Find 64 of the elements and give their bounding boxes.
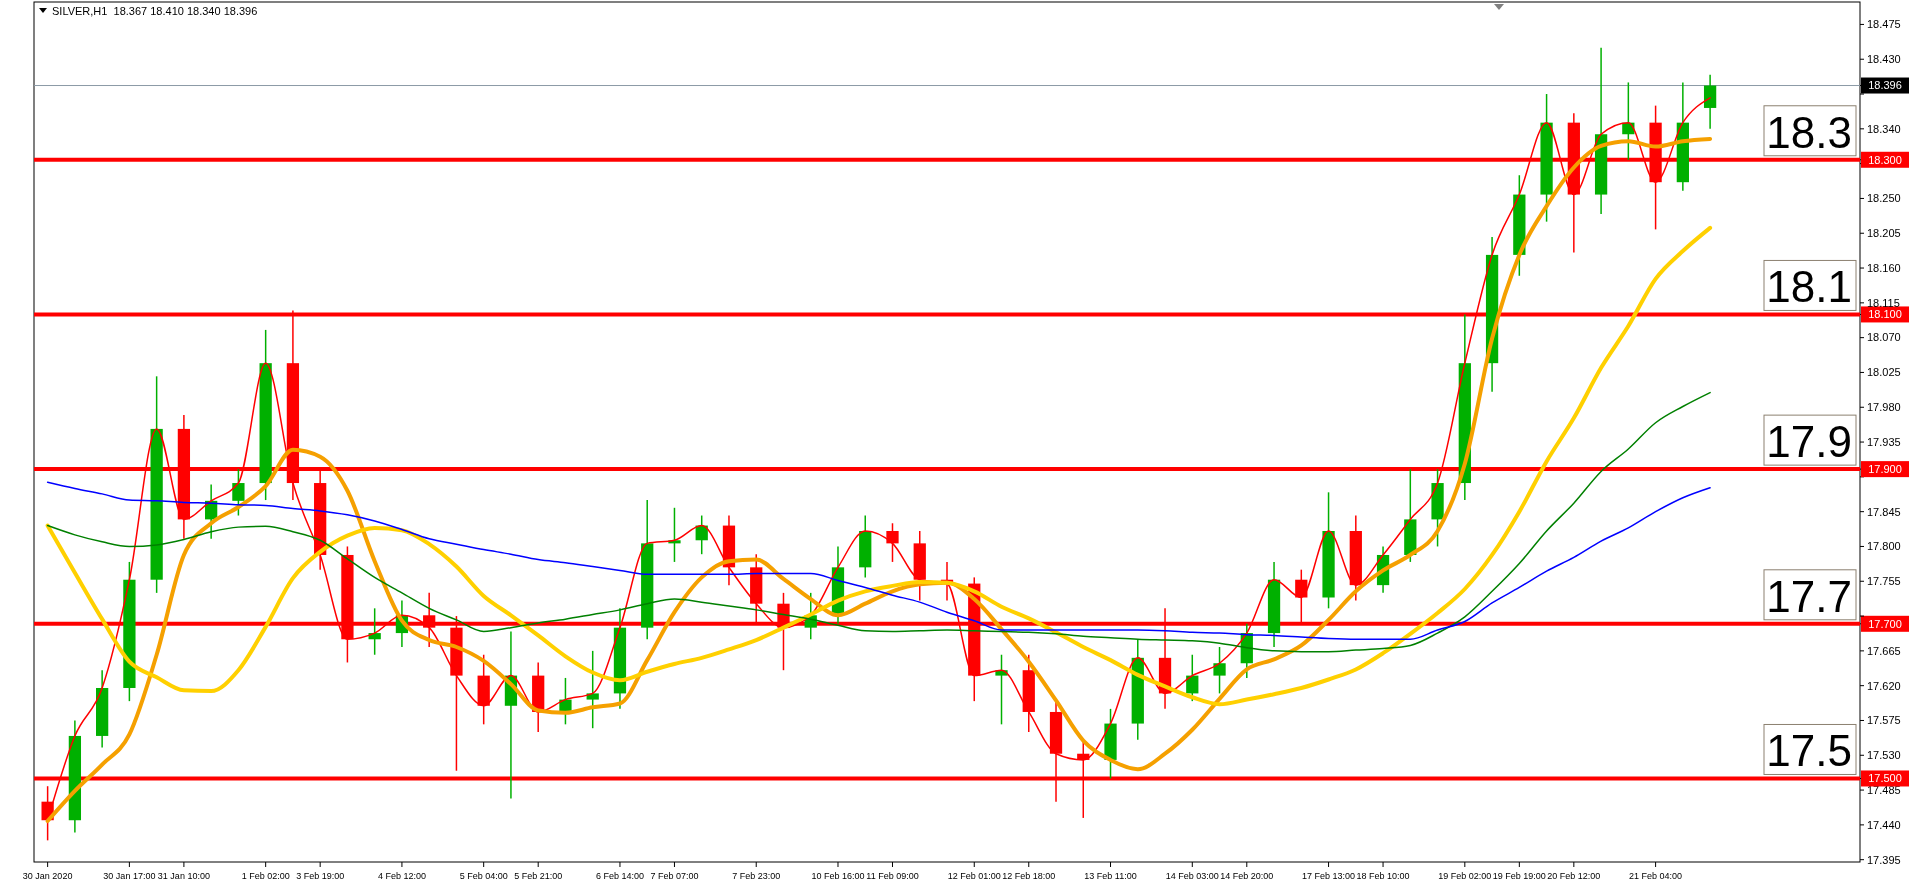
- x-tick-label: 5 Feb 21:00: [514, 871, 563, 881]
- y-tick-label: 18.205: [1867, 227, 1901, 240]
- x-tick-label: 31 Jan 10:00: [157, 871, 210, 881]
- x-tick-label: 19 Feb 02:00: [1438, 871, 1492, 881]
- y-tick-label: 18.025: [1867, 366, 1901, 379]
- y-tick-label: 18.475: [1867, 18, 1901, 31]
- x-tick-label: 5 Feb 04:00: [459, 871, 508, 881]
- y-tick-label: 18.340: [1867, 122, 1901, 135]
- x-tick-label: 10 Feb 16:00: [811, 871, 865, 881]
- candlestick: [586, 650, 599, 729]
- y-tick-label: 17.575: [1867, 714, 1901, 727]
- y-tick-label: 17.845: [1867, 505, 1901, 518]
- ref-line-label: 17.5: [1766, 726, 1852, 776]
- x-tick-label: 12 Feb 01:00: [947, 871, 1001, 881]
- y-tick-label: 17.485: [1867, 783, 1901, 796]
- y-tick-label: 17.980: [1867, 401, 1901, 414]
- x-tick-label: 1 Feb 02:00: [241, 871, 290, 881]
- ref-line-label: 18.3: [1766, 107, 1852, 157]
- x-tick-label: 30 Jan 17:00: [103, 871, 156, 881]
- y-tick-label: 18.250: [1867, 192, 1901, 205]
- x-tick-label: 7 Feb 23:00: [732, 871, 781, 881]
- y-tick-label: 18.430: [1867, 53, 1901, 66]
- y-tick-label: 17.620: [1867, 679, 1901, 692]
- x-tick-label: 7 Feb 07:00: [650, 871, 699, 881]
- x-tick-label: 14 Feb 20:00: [1220, 871, 1274, 881]
- x-tick-label: 11 Feb 09:00: [866, 871, 919, 881]
- chart-title: SILVER,H1 18.367 18.410 18.340 18.396: [52, 5, 258, 17]
- y-tick-label: 17.440: [1867, 818, 1901, 831]
- x-tick-label: 17 Feb 13:00: [1302, 871, 1356, 881]
- x-tick-label: 30 Jan 2020: [22, 871, 73, 881]
- ref-line-label: 18.1: [1766, 262, 1852, 312]
- candlestick: [1213, 646, 1226, 695]
- y-tick-label: 18.100: [1868, 308, 1902, 321]
- line-series: [45, 225, 1713, 707]
- ref-line-label: 17.9: [1766, 417, 1852, 467]
- x-tick-label: 6 Feb 14:00: [595, 871, 644, 881]
- y-tick-label: 17.800: [1867, 540, 1901, 553]
- x-tick-label: 19 Feb 19:00: [1492, 871, 1546, 881]
- y-tick-label: 17.530: [1867, 749, 1901, 762]
- x-tick-label: 12 Feb 18:00: [1002, 871, 1056, 881]
- x-tick-label: 14 Feb 03:00: [1165, 871, 1219, 881]
- y-tick-label: 18.160: [1867, 261, 1901, 274]
- candlestick: [1703, 73, 1717, 130]
- y-tick-label: 18.070: [1867, 331, 1901, 344]
- y-tick-label: 17.500: [1868, 772, 1902, 785]
- y-tick-label: 17.900: [1868, 462, 1902, 475]
- x-tick-label: 13 Feb 11:00: [1084, 871, 1137, 881]
- line-series: [46, 481, 1711, 641]
- x-tick-label: 3 Feb 19:00: [296, 871, 345, 881]
- x-tick-label: 21 Feb 04:00: [1629, 871, 1683, 881]
- y-tick-label: 17.935: [1867, 435, 1901, 448]
- y-tick-label: 18.300: [1868, 153, 1902, 166]
- y-tick-label: 18.396: [1868, 79, 1902, 92]
- ref-line-label: 17.7: [1766, 571, 1852, 621]
- candlestick: [886, 522, 899, 563]
- y-tick-label: 17.700: [1868, 617, 1902, 630]
- x-tick-label: 18 Feb 10:00: [1356, 871, 1410, 881]
- y-tick-label: 17.755: [1867, 575, 1901, 588]
- x-tick-label: 4 Feb 12:00: [377, 871, 426, 881]
- y-tick-label: 17.665: [1867, 644, 1901, 657]
- x-tick-label: 20 Feb 12:00: [1547, 871, 1601, 881]
- y-tick-label: 18.115: [1867, 296, 1900, 309]
- line-series: [46, 391, 1711, 653]
- y-tick-label: 17.395: [1867, 853, 1901, 866]
